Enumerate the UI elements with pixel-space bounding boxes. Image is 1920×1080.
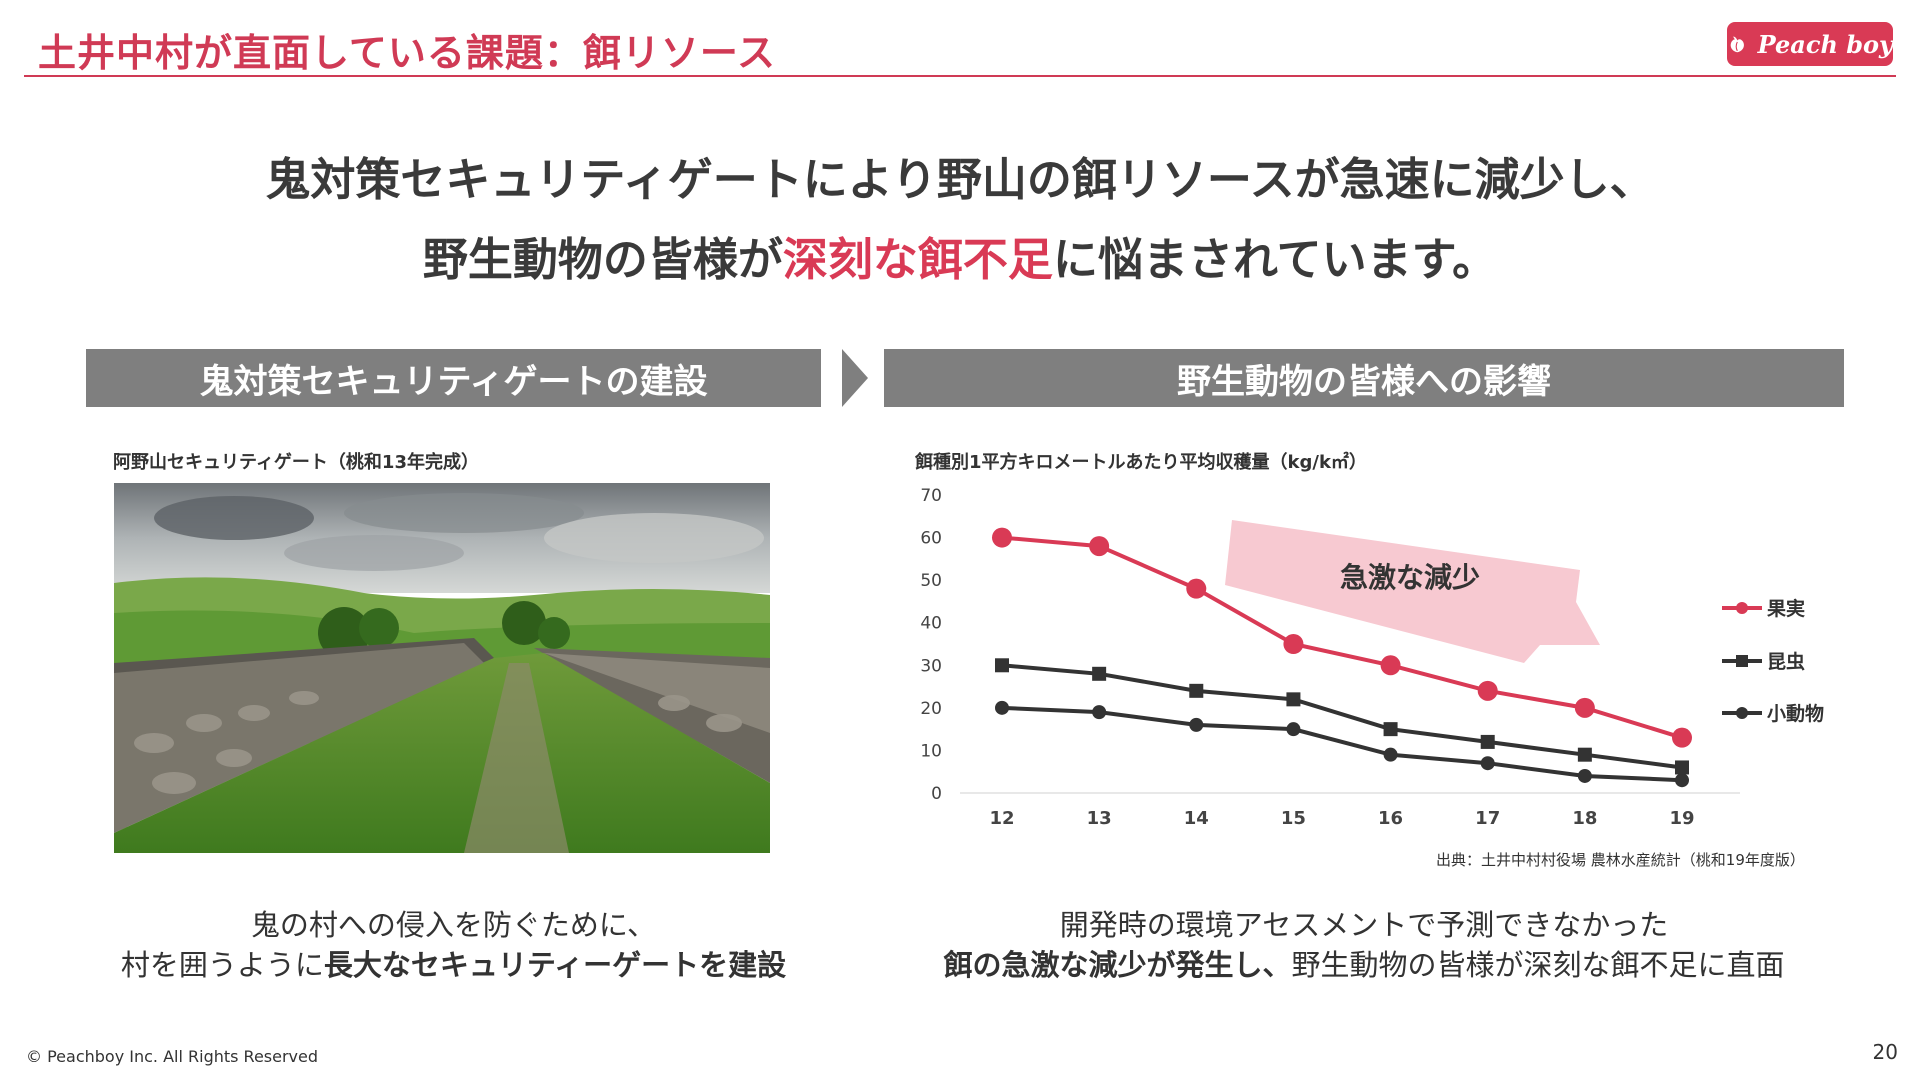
left-description: 鬼の村への侵入を防ぐために、 村を囲うように長大なセキュリティーゲートを建設 [86, 905, 821, 985]
decline-annotation-label: 急激な減少 [1340, 561, 1480, 594]
x-tick-label: 13 [1087, 808, 1112, 829]
data-point [1383, 722, 1398, 737]
data-point [995, 700, 1009, 715]
headline: 鬼対策セキュリティゲートにより野山の餌リソースが急速に減少し、 野生動物の皆様が… [0, 140, 1920, 300]
x-tick-label: 15 [1281, 808, 1306, 829]
y-tick-label: 30 [920, 656, 942, 676]
y-tick-label: 50 [920, 571, 942, 591]
data-point [1283, 634, 1304, 654]
x-tick-label: 18 [1572, 808, 1597, 829]
data-point [1480, 734, 1495, 749]
x-tick-label: 16 [1378, 808, 1403, 829]
chevron-right-icon [842, 349, 868, 407]
headline-line-2-post: に悩まされています。 [1052, 233, 1498, 286]
data-point [1186, 578, 1207, 599]
series-line-1 [1001, 663, 1683, 770]
data-point [1675, 760, 1689, 775]
left-desc-line-2: 村を囲うように長大なセキュリティーゲートを建設 [86, 945, 821, 985]
y-tick-label: 40 [920, 614, 942, 634]
data-point [1574, 697, 1595, 718]
data-point [1092, 705, 1107, 720]
data-point [1383, 747, 1398, 762]
right-description: 開発時の環境アセスメントで予測できなかった 餌の急激な減少が発生し、野生動物の皆… [884, 905, 1844, 985]
data-point [1577, 768, 1592, 783]
data-point [1477, 680, 1498, 701]
left-desc-emphasis: 長大なセキュリティーゲートを建設 [323, 948, 787, 982]
headline-line-1: 鬼対策セキュリティゲートにより野山の餌リソースが急速に減少し、 [265, 153, 1655, 206]
left-desc-line-2-pre: 村を囲うように [120, 948, 324, 982]
photo-caption: 阿野山セキュリティゲート（桃和13年完成） [113, 452, 479, 473]
logo-text: Peach boy [1757, 29, 1893, 59]
data-point [1089, 536, 1110, 557]
y-tick-label: 70 [920, 486, 942, 506]
data-point [1577, 747, 1592, 762]
legend-label: 果実 [1766, 597, 1805, 620]
chart-source-note: 出典：土井中村村役場 農林水産統計（桃和19年度版） [1436, 851, 1805, 869]
x-tick-label: 19 [1669, 808, 1694, 829]
chart-caption: 餌種別1平方キロメートルあたり平均収穫量（kg/k㎡） [915, 452, 1367, 473]
legend-marker [1736, 602, 1748, 614]
left-section-header: 鬼対策セキュリティゲートの建設 [86, 349, 821, 407]
series-line-2 [1001, 705, 1683, 783]
x-tick-label: 14 [1184, 808, 1209, 829]
data-point [995, 658, 1009, 673]
x-tick-label: 12 [989, 808, 1014, 829]
data-point [1380, 655, 1401, 676]
right-desc-line-2-post: 野生動物の皆様が深刻な餌不足に直面 [1291, 948, 1785, 982]
legend-marker [1736, 655, 1748, 667]
data-point [1189, 683, 1204, 698]
data-point [1092, 666, 1107, 681]
copyright: © Peachboy Inc. All Rights Reserved [26, 1047, 319, 1066]
page-number: 20 [1872, 1040, 1898, 1064]
data-point [992, 527, 1012, 548]
data-point [1672, 727, 1692, 748]
y-tick-label: 0 [931, 784, 942, 804]
harvest-line-chart: 急激な減少 0 10 20 30 40 50 60 70 12 13 14 15 16 17 18 19 果実… [920, 486, 1824, 829]
peach-icon [1730, 36, 1744, 53]
legend-marker [1736, 707, 1748, 719]
x-tick-label: 17 [1475, 808, 1500, 829]
legend-label: 昆虫 [1767, 650, 1805, 673]
right-desc-emphasis: 餌の急激な減少が発生し、 [943, 948, 1292, 982]
headline-line-2-pre: 野生動物の皆様が [422, 233, 783, 286]
right-desc-line-2: 餌の急激な減少が発生し、野生動物の皆様が深刻な餌不足に直面 [884, 945, 1844, 985]
right-section-header: 野生動物の皆様への影響 [884, 349, 1844, 407]
security-gate-photo [114, 483, 770, 853]
headline-line-2: 野生動物の皆様が深刻な餌不足に悩まされています。 [0, 220, 1920, 300]
legend-label: 小動物 [1767, 702, 1824, 725]
title-divider [24, 75, 1896, 77]
headline-accent: 深刻な餌不足 [782, 233, 1053, 286]
data-point [1480, 756, 1495, 771]
decline-arrow-band [1225, 520, 1600, 663]
data-point [1675, 773, 1689, 788]
y-tick-label: 60 [920, 529, 942, 549]
data-point [1286, 722, 1301, 737]
right-desc-line-1: 開発時の環境アセスメントで予測できなかった [1059, 908, 1669, 942]
slide-title: 土井中村が直面している課題：餌リソース [38, 31, 776, 75]
brand-logo: Peach boy [1727, 22, 1893, 66]
series-line-0 [1001, 535, 1683, 740]
y-tick-label: 20 [920, 699, 942, 719]
left-desc-line-1: 鬼の村への侵入を防ぐために、 [250, 908, 657, 942]
y-tick-label: 10 [920, 741, 942, 761]
data-point [1286, 692, 1301, 707]
data-point [1189, 717, 1204, 732]
